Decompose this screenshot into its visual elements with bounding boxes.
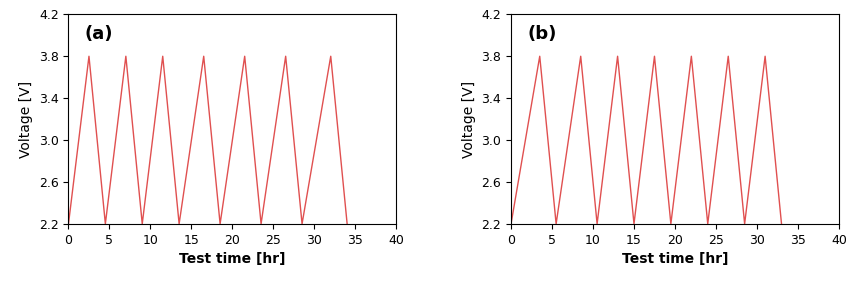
X-axis label: Test time [hr]: Test time [hr] (179, 252, 286, 266)
Text: (a): (a) (85, 25, 113, 43)
X-axis label: Test time [hr]: Test time [hr] (621, 252, 728, 266)
Text: (b): (b) (527, 25, 556, 43)
Y-axis label: Voltage [V]: Voltage [V] (20, 81, 33, 158)
Y-axis label: Voltage [V]: Voltage [V] (462, 81, 476, 158)
